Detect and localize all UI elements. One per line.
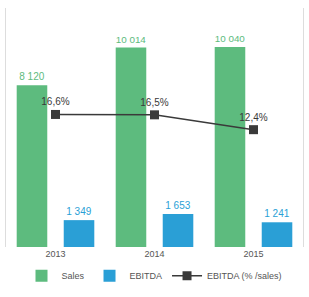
svg-text:12,4%: 12,4%: [239, 112, 267, 123]
svg-text:2015: 2015: [243, 249, 263, 259]
svg-text:10 040: 10 040: [215, 33, 246, 44]
svg-text:16,5%: 16,5%: [140, 97, 168, 108]
svg-text:16,6%: 16,6%: [41, 96, 69, 107]
svg-text:10 014: 10 014: [116, 34, 147, 45]
svg-text:2013: 2013: [45, 249, 65, 259]
svg-text:1 349: 1 349: [66, 206, 91, 217]
svg-text:2014: 2014: [144, 249, 164, 259]
svg-text:EBITDA (% /sales): EBITDA (% /sales): [207, 271, 282, 281]
svg-text:1 653: 1 653: [165, 200, 190, 211]
svg-text:8 120: 8 120: [19, 71, 44, 82]
svg-text:EBITDA: EBITDA: [130, 271, 163, 281]
svg-text:1 241: 1 241: [264, 208, 289, 219]
svg-text:Sales: Sales: [62, 271, 85, 281]
